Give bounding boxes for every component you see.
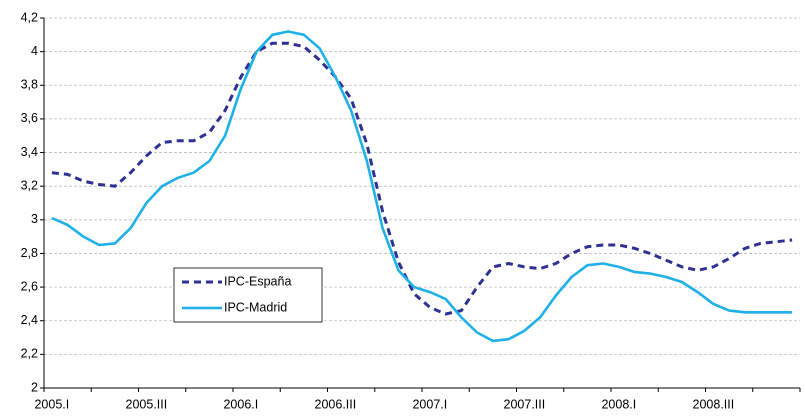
x-tick-label: 2006.III [315, 397, 357, 411]
x-tick-label: 2008.I [601, 397, 636, 411]
x-tick-label: 2007.I [412, 397, 447, 411]
y-tick-label: 2,6 [21, 279, 38, 293]
y-tick-label: 3,8 [21, 78, 38, 92]
y-tick-label: 4 [31, 44, 38, 58]
y-tick-label: 2,8 [21, 246, 38, 260]
y-tick-label: 3,6 [21, 111, 38, 125]
y-tick-label: 4,2 [21, 10, 38, 24]
series-line [51, 30, 793, 343]
y-tick-label: 2 [31, 380, 38, 394]
y-tick-label: 2,4 [21, 313, 38, 327]
legend-label: IPC-España [224, 274, 291, 288]
y-tick-label: 2,2 [21, 347, 38, 361]
y-tick-label: 3,2 [21, 178, 38, 192]
x-tick-label: 2006.I [223, 397, 258, 411]
legend-box [173, 267, 323, 323]
series-line [51, 41, 793, 316]
x-tick-label: 2005.I [34, 397, 69, 411]
y-tick-label: 3 [31, 212, 38, 226]
x-tick-label: 2008.III [693, 397, 735, 411]
y-tick-label: 3,4 [21, 145, 38, 159]
legend-label: IPC-Madrid [224, 300, 287, 314]
x-tick-label: 2005.III [126, 397, 168, 411]
x-tick-label: 2007.III [504, 397, 546, 411]
